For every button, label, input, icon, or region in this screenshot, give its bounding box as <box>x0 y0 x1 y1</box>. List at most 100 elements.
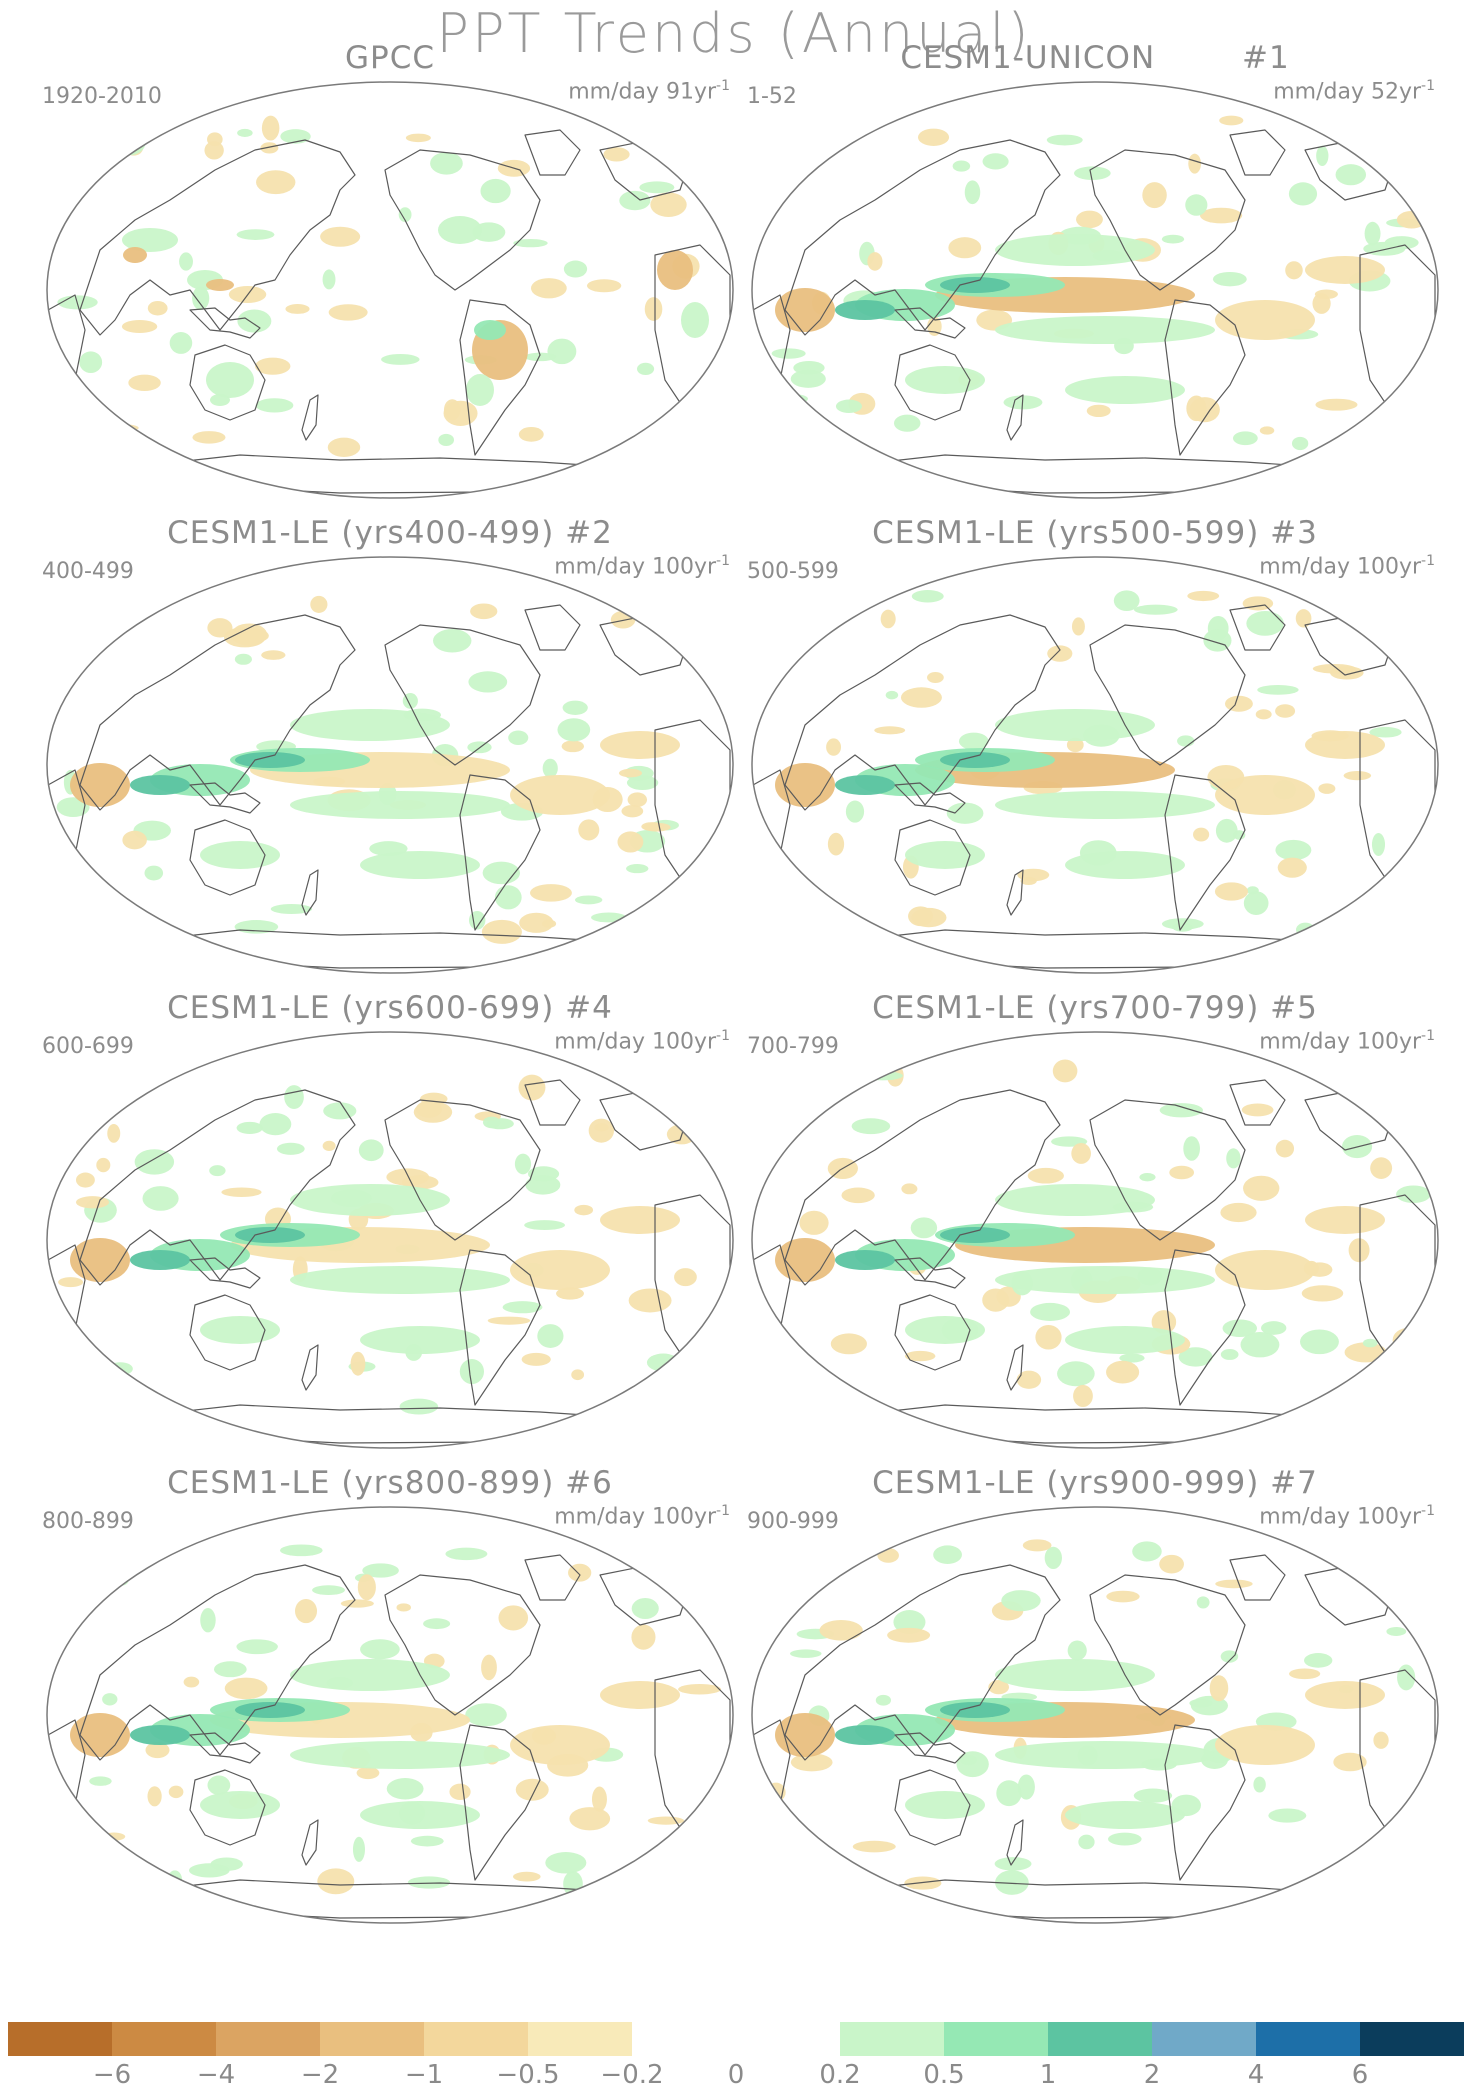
trend-patch <box>574 895 603 905</box>
trend-patch <box>360 1326 480 1354</box>
coastline <box>894 344 971 421</box>
trend-patch <box>1246 611 1284 636</box>
trend-patch <box>841 1064 856 1085</box>
trend-patch <box>1214 882 1248 901</box>
trend-patch <box>360 1801 480 1829</box>
world-map <box>46 1506 734 1924</box>
trend-patch <box>310 595 328 613</box>
trend-patch <box>236 229 275 240</box>
trend-patch <box>995 1266 1215 1294</box>
colorbar-labels: −6 −4 −2 −1 −0.5 −0.2 0 0.2 0.5 1 2 4 6 <box>8 2060 1464 2090</box>
coastline <box>894 782 966 814</box>
trend-patch <box>356 1766 380 1780</box>
trend-patch <box>502 1301 543 1314</box>
trend-patch <box>952 160 971 172</box>
panel-units: mm/day 91yr-1 <box>568 78 730 105</box>
trend-patch <box>650 192 687 217</box>
trend-patch <box>519 912 554 933</box>
trend-patch <box>381 354 420 365</box>
trend-patch <box>1044 1546 1062 1570</box>
trend-patch <box>1188 153 1202 174</box>
trend-patch <box>498 1605 529 1631</box>
trend-patch <box>893 1610 926 1635</box>
colorbar-swatch <box>736 2022 840 2056</box>
trend-patch <box>1253 1776 1266 1793</box>
trend-patch <box>94 1381 110 1398</box>
trend-patch <box>940 1227 1010 1243</box>
trend-patch <box>1370 1157 1393 1179</box>
trend-patch <box>1108 1832 1142 1846</box>
trend-patch <box>905 1316 985 1344</box>
trend-patch <box>562 700 588 715</box>
trend-patch <box>79 351 103 374</box>
trend-patch <box>1178 1347 1213 1367</box>
trend-patch <box>639 181 675 194</box>
trend-patch <box>515 1778 549 1801</box>
map-border <box>46 1031 734 1449</box>
trend-patch <box>183 1676 200 1688</box>
colorbar-swatch <box>840 2022 944 2056</box>
trend-patch <box>449 1783 471 1801</box>
coastline <box>301 869 319 916</box>
trend-patch <box>956 1751 989 1778</box>
trend-patch <box>114 1574 129 1586</box>
coastline <box>301 1344 319 1391</box>
trend-patch <box>1396 1185 1431 1204</box>
world-map <box>46 1031 734 1449</box>
colorbar-swatch <box>1152 2022 1256 2056</box>
trend-patch <box>1354 911 1377 925</box>
trend-patch <box>261 115 280 141</box>
trend-patch <box>845 800 865 823</box>
colorbar-swatch <box>528 2022 632 2056</box>
trend-patch <box>121 320 158 333</box>
trend-patch <box>200 841 280 869</box>
trend-patch <box>1203 629 1232 652</box>
trend-patch <box>1215 775 1315 815</box>
trend-patch <box>1106 1590 1140 1603</box>
trend-patch <box>1369 726 1402 738</box>
trend-patch <box>1285 261 1303 280</box>
trend-patch <box>1362 1338 1378 1348</box>
trend-patch <box>995 316 1215 344</box>
trend-patch <box>1243 891 1269 916</box>
trend-patch <box>1390 1819 1404 1829</box>
coastline <box>894 307 966 339</box>
trend-patch <box>1333 1752 1367 1772</box>
trend-patch <box>144 865 164 881</box>
trend-patch <box>775 288 835 332</box>
trend-patch <box>142 1186 179 1211</box>
trend-patch <box>940 752 1010 768</box>
trend-patch <box>1348 1238 1370 1263</box>
map-border <box>751 1506 1439 1924</box>
trend-patch <box>1017 1774 1035 1800</box>
coastline <box>1089 149 1246 291</box>
panel-units: mm/day 100yr-1 <box>1259 1503 1435 1530</box>
coastline <box>189 1294 266 1371</box>
trend-patch <box>261 650 286 660</box>
trend-patch <box>122 830 147 850</box>
coastline <box>189 1732 261 1764</box>
trend-patch <box>657 250 693 290</box>
trend-patch <box>487 1316 531 1325</box>
coastline <box>894 1257 966 1289</box>
figure-title: PPT Trends (Annual) <box>436 2 1032 65</box>
trend-patch <box>69 642 97 653</box>
trend-patch <box>681 302 709 338</box>
trend-patch <box>1212 271 1247 287</box>
trend-patch <box>82 899 102 913</box>
trend-patch <box>674 1268 697 1287</box>
coastline <box>189 1257 261 1289</box>
trend-patch <box>1169 1165 1195 1180</box>
trend-patch <box>122 228 178 252</box>
coastline <box>784 139 1061 336</box>
trend-patch <box>1219 115 1244 126</box>
trend-patch <box>600 1206 680 1234</box>
map-border <box>46 81 734 499</box>
trend-patch <box>168 1785 184 1799</box>
panel-period: 500-599 <box>747 559 839 584</box>
trend-patch <box>413 1101 453 1123</box>
trend-patch <box>1371 832 1386 856</box>
panel-title: CESM1-LE (yrs500-599) #3 <box>872 515 1318 551</box>
trend-patch <box>1343 771 1372 781</box>
trend-patch <box>1159 1103 1203 1118</box>
